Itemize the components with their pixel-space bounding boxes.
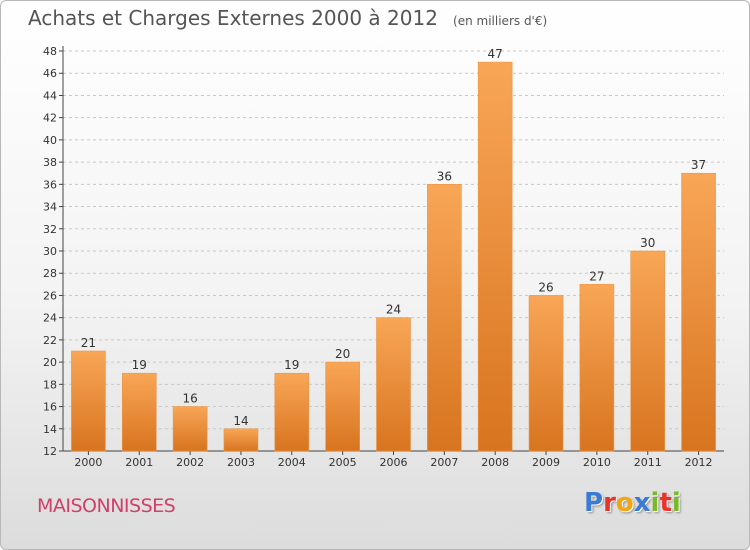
x-tick-label: 2002 [176, 456, 204, 469]
y-tick-label: 18 [43, 378, 57, 391]
brand-letter: t [659, 488, 672, 518]
x-tick-label: 2009 [532, 456, 560, 469]
bar [681, 172, 716, 452]
y-tick-label: 46 [43, 67, 57, 80]
x-tick-label: 2001 [125, 456, 153, 469]
bars [71, 61, 716, 452]
x-tick-label: 2000 [74, 456, 102, 469]
x-tick-label: 2010 [583, 456, 611, 469]
x-tick-label: 2011 [634, 456, 662, 469]
data-label: 26 [538, 280, 553, 294]
brand-letter: i [650, 488, 660, 518]
data-label: 27 [589, 269, 604, 283]
data-label: 21 [81, 336, 96, 350]
bar [274, 372, 310, 452]
data-label: 20 [335, 347, 350, 361]
brand-letter: i [671, 488, 681, 518]
bar [71, 350, 106, 452]
brand-letter: r [603, 488, 616, 518]
y-tick-label: 12 [43, 445, 57, 458]
data-label: 19 [132, 358, 147, 372]
y-tick-label: 20 [43, 356, 57, 369]
data-label: 24 [386, 303, 401, 317]
data-label: 30 [640, 236, 655, 250]
y-tick-label: 42 [43, 112, 57, 125]
y-tick-label: 30 [43, 245, 57, 258]
y-tick-label: 14 [43, 423, 57, 436]
bar [325, 361, 360, 452]
data-label: 47 [488, 47, 503, 61]
brand-letter: x [633, 488, 651, 518]
data-label: 19 [284, 358, 299, 372]
brand-letter: o [615, 488, 634, 518]
y-tick-label: 38 [43, 156, 57, 169]
y-tick-label: 34 [43, 201, 57, 214]
data-label: 14 [233, 414, 248, 428]
chart-title: Achats et Charges Externes 2000 à 2012 [28, 6, 438, 30]
y-tick-label: 36 [43, 178, 57, 191]
bar [121, 372, 157, 452]
x-tick-label: 2006 [380, 456, 408, 469]
bar [630, 250, 666, 452]
data-label: 36 [437, 169, 452, 183]
bar [427, 184, 462, 452]
bar [477, 61, 513, 452]
chart-unit: (en milliers d'€) [453, 14, 548, 28]
title-row: Achats et Charges Externes 2000 à 2012 (… [28, 6, 547, 30]
x-tick-label: 2005 [329, 456, 357, 469]
x-tick-label: 2003 [227, 456, 255, 469]
brand-letter: P [584, 488, 604, 518]
y-tick-label: 26 [43, 289, 57, 302]
data-label: 16 [182, 392, 197, 406]
labels: 12 14 16 18 20 22 24 26 28 30 32 34 36 38 40 42 44 46 48 21… [43, 45, 713, 469]
y-tick-label: 40 [43, 134, 57, 147]
bar [528, 295, 564, 452]
y-tick-label: 16 [43, 401, 57, 414]
y-tick-label: 28 [43, 267, 57, 280]
y-tick-label: 44 [43, 89, 57, 102]
x-tick-label: 2007 [430, 456, 458, 469]
y-tick-label: 32 [43, 223, 57, 236]
bar [172, 406, 208, 452]
y-tick-label: 22 [43, 334, 57, 347]
bar [376, 317, 411, 452]
data-label: 37 [691, 158, 706, 172]
brand-logo: Proxiti [584, 488, 681, 518]
bar [223, 428, 259, 452]
x-tick-label: 2012 [685, 456, 713, 469]
x-tick-label: 2004 [278, 456, 306, 469]
commune-name: MAISONNISSES [37, 495, 176, 517]
x-tick-label: 2008 [481, 456, 509, 469]
y-tick-label: 24 [43, 312, 57, 325]
bar [579, 284, 615, 452]
y-tick-label: 48 [43, 45, 57, 58]
